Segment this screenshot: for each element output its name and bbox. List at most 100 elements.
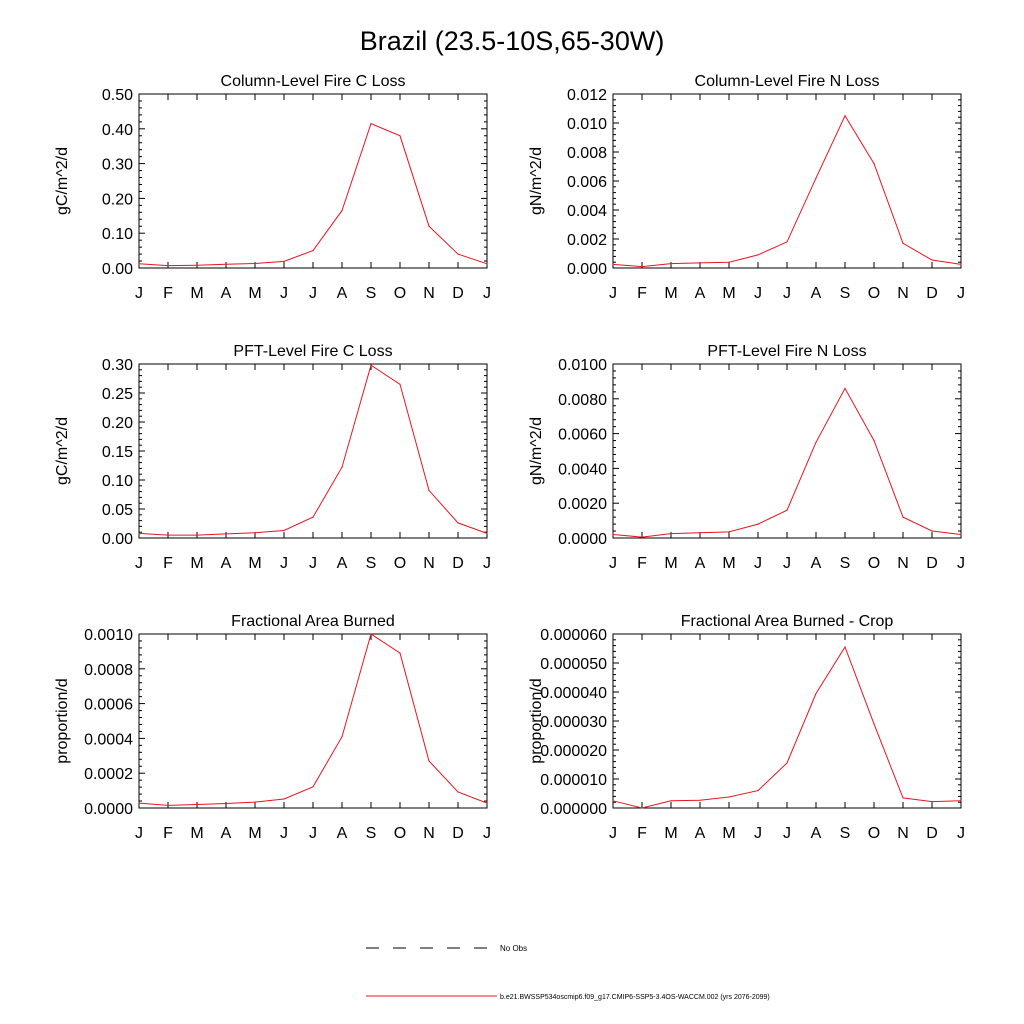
y-tick-label: 0.000000 [540,801,607,818]
legend: No Obs b.e21.BWSSP534oscmip6.f09_g17.CMI… [366,944,770,1001]
data-point [728,796,730,798]
data-point [486,802,488,804]
y-tick-label: 0.30 [102,157,133,174]
plot-frame [138,633,488,809]
data-point [225,533,227,535]
x-tick-label: N [423,825,435,842]
data-point [786,241,788,243]
data-point [196,803,198,806]
x-tick-label: D [452,285,464,302]
x-tick-label: A [337,285,348,302]
x-tick-label: J [957,285,965,302]
x-tick-label: S [366,825,377,842]
x-tick-label: J [280,555,288,572]
x-tick-label: A [811,825,822,842]
data-point [138,802,140,804]
data-point [428,760,430,762]
y-tick-label: 0.30 [102,357,133,374]
data-point [902,797,904,799]
y-tick-label: 0.0080 [558,392,607,409]
panel-title: Fractional Area Burned [231,613,395,630]
data-point [486,532,488,535]
data-point [167,265,169,267]
y-tick-label: 0.0004 [84,731,133,748]
x-tick-label: A [811,555,822,572]
chart-panel-2: Column-Level Fire N Loss gN/m^2/d 0.000 0.0… [528,73,965,302]
data-point [670,533,672,535]
x-tick-label: D [452,825,464,842]
x-tick-label: S [366,555,377,572]
x-tick-label: M [722,285,735,302]
data-point [931,530,933,532]
x-tick-label: M [190,825,203,842]
x-tick-label: A [695,555,706,572]
x-tick-label: J [783,825,791,842]
data-point [457,253,459,255]
data-point [786,509,788,511]
x-tick-label: M [664,825,677,842]
data-point [399,383,401,385]
x-tick-label: D [452,555,464,572]
x-tick-label: N [897,555,909,572]
series-line [612,645,962,809]
x-tick-label: J [609,555,617,572]
x-tick-label: N [423,285,435,302]
data-point [138,263,140,265]
x-tick-label: N [423,555,435,572]
y-tick-label: 0.004 [567,203,607,220]
data-point [428,489,430,491]
data-point [844,115,846,117]
y-axis-label: proportion/d [54,678,71,763]
y-tick-label: 0.008 [567,145,607,162]
data-point [399,652,401,654]
data-point [902,516,904,518]
series-line [612,114,962,268]
series-line [138,364,488,536]
data-point [815,177,817,179]
x-tick-label: O [394,555,406,572]
data-point [670,263,672,265]
y-axis-label: gN/m^2/d [528,147,545,215]
x-tick-label: M [664,285,677,302]
data-point [196,534,198,536]
y-axis-label: gC/m^2/d [54,147,71,215]
plot-frame [138,93,488,269]
x-tick-label: J [483,825,491,842]
x-tick-label: J [783,555,791,572]
x-tick-label: F [637,825,647,842]
x-tick-label: F [163,825,173,842]
x-tick-label: M [248,825,261,842]
x-tick-label: O [868,285,880,302]
legend-obs-label: No Obs [500,944,527,953]
x-tick-label: J [483,555,491,572]
chart-panel-1: Column-Level Fire C Loss gC/m^2/d 0.00 0.10… [54,73,491,302]
y-tick-label: 0.05 [102,502,133,519]
data-point [699,799,701,801]
data-point [254,532,256,534]
panel-title: PFT-Level Fire N Loss [707,343,866,360]
data-point [428,225,430,227]
data-point [960,263,962,265]
data-point [341,210,343,212]
data-point [641,536,643,538]
plot-frame [612,633,962,809]
data-point [960,800,962,802]
x-tick-label: J [609,285,617,302]
data-point [815,692,817,695]
plot-frame [138,363,488,539]
x-tick-label: J [280,285,288,302]
x-tick-label: A [221,285,232,302]
x-tick-label: J [135,555,143,572]
y-tick-label: 0.000030 [540,714,607,731]
x-tick-label: A [221,825,232,842]
x-tick-label: O [394,285,406,302]
x-tick-label: S [840,285,851,302]
data-point [283,260,285,262]
x-tick-label: A [695,285,706,302]
x-tick-label: S [840,555,851,572]
data-point [370,364,372,366]
y-tick-label: 0.40 [102,122,133,139]
data-point [757,790,759,792]
y-tick-label: 0.0000 [558,531,607,548]
x-tick-label: A [221,555,232,572]
